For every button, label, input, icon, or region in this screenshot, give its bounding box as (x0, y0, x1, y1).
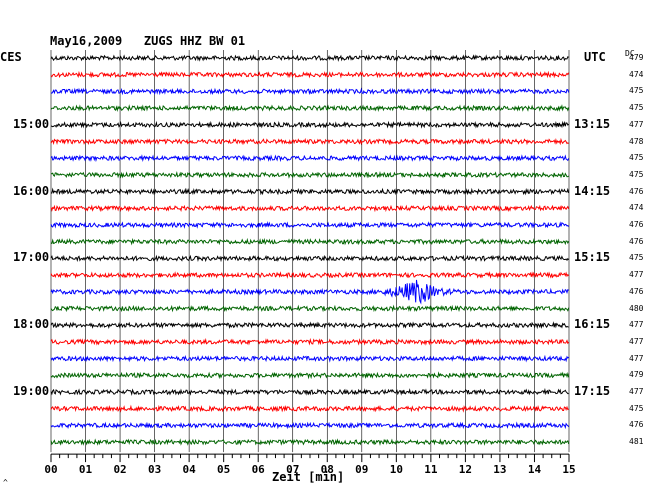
seismic-trace-23 (50, 421, 570, 430)
x-tick-label: 14 (528, 463, 542, 476)
seismic-trace-10 (50, 204, 570, 213)
seismic-trace-9 (50, 187, 570, 196)
dc-offset-value: 478 (629, 136, 644, 146)
dc-offset-value: 476 (629, 220, 644, 229)
seismic-trace-6 (50, 137, 569, 146)
dc-offset-value: 481 (629, 437, 644, 447)
right-time-label: 16:15 (574, 317, 611, 332)
dc-offset-value: 477 (629, 336, 644, 346)
seismic-trace-1 (50, 54, 569, 62)
right-timezone-label: UTC (584, 50, 606, 64)
right-time-label: 17:15 (574, 384, 611, 398)
dc-offset-value: 476 (629, 286, 644, 296)
seismic-trace-3 (50, 87, 570, 96)
dc-offset-value: 476 (629, 186, 644, 196)
x-tick-label: 09 (355, 463, 368, 476)
x-axis: 00 01 02 03 04 05 06 07 08 09 10 11 12 13 14 15 (44, 453, 576, 476)
x-tick-label: 07 (286, 463, 299, 476)
right-time-label: 13:15 (574, 116, 611, 131)
seismic-trace-22 (50, 404, 569, 413)
dc-offset-value: 475 (629, 253, 644, 263)
dc-offset-value: 475 (629, 403, 644, 413)
seismic-trace-15 (50, 279, 569, 305)
seismic-trace-14 (50, 271, 570, 279)
x-tick-label: 08 (321, 463, 334, 476)
left-hour-label: 18:00 (13, 317, 50, 332)
x-tick-label: 01 (79, 463, 93, 476)
x-tick-label: 03 (148, 463, 161, 476)
seismic-trace-17 (50, 321, 569, 330)
chart-title: May16,2009 ZUGS HHZ BW 01 (50, 34, 246, 48)
seismic-trace-16 (50, 304, 570, 313)
left-hour-label: 16:00 (13, 183, 50, 198)
corner-mark: ^ (3, 478, 8, 487)
left-hour-label: 17:00 (13, 250, 50, 265)
x-tick-label: 06 (252, 463, 266, 476)
right-time-label: 15:15 (574, 250, 611, 265)
right-time-label: 14:15 (574, 183, 611, 198)
left-timezone-label: CES (0, 50, 22, 64)
seismic-trace-8 (50, 171, 569, 179)
x-tick-label: 11 (424, 463, 438, 476)
dc-offset-value: 474 (629, 203, 644, 213)
dc-label: DC (625, 49, 635, 58)
dc-offset-value: 474 (629, 69, 644, 79)
x-tick-label: 00 (44, 463, 57, 476)
dc-offset-value: 477 (629, 353, 644, 363)
dc-offset-value: 477 (629, 119, 644, 129)
dc-offset-value: 475 (629, 153, 644, 163)
x-tick-label: 04 (183, 463, 197, 476)
x-tick-label: 12 (459, 463, 472, 476)
minute-grid (50, 50, 570, 453)
seismic-trace-11 (50, 221, 570, 229)
x-tick-label: 15 (562, 463, 575, 476)
seismic-trace-5 (50, 120, 570, 129)
left-hour-label: 19:00 (13, 384, 50, 398)
x-axis-label: Zeit [min] (272, 470, 345, 484)
x-tick-label: 05 (217, 463, 230, 476)
dc-offset-value: 480 (629, 303, 644, 313)
seismic-trace-19 (50, 354, 570, 363)
seismic-trace-18 (50, 337, 570, 346)
x-tick-label: 02 (113, 463, 126, 476)
dc-offset-value: 476 (629, 420, 644, 430)
dc-offset-value: 477 (629, 320, 644, 330)
left-hour-label: 15:00 (13, 116, 50, 131)
seismic-trace-13 (50, 254, 570, 263)
dc-offset-value: 476 (629, 236, 644, 246)
dc-offset-value: 475 (629, 103, 644, 113)
seismic-trace-2 (50, 70, 570, 79)
trace-group (50, 54, 570, 446)
dc-offset-value: 479 (629, 370, 644, 380)
seismic-trace-7 (50, 154, 570, 163)
dc-offset-value: 475 (629, 169, 644, 179)
dc-offset-value: 479 (629, 53, 644, 62)
seismic-trace-4 (50, 104, 570, 112)
x-tick-label: 10 (390, 463, 403, 476)
x-tick-label: 13 (493, 463, 506, 476)
dc-offset-value: 477 (629, 270, 644, 280)
seismic-trace-24 (50, 438, 570, 446)
dc-offset-value: 477 (629, 387, 644, 396)
dc-offset-value: 475 (629, 86, 644, 96)
seismic-trace-12 (50, 237, 570, 246)
seismic-trace-20 (50, 371, 570, 380)
seismic-trace-21 (50, 387, 569, 396)
